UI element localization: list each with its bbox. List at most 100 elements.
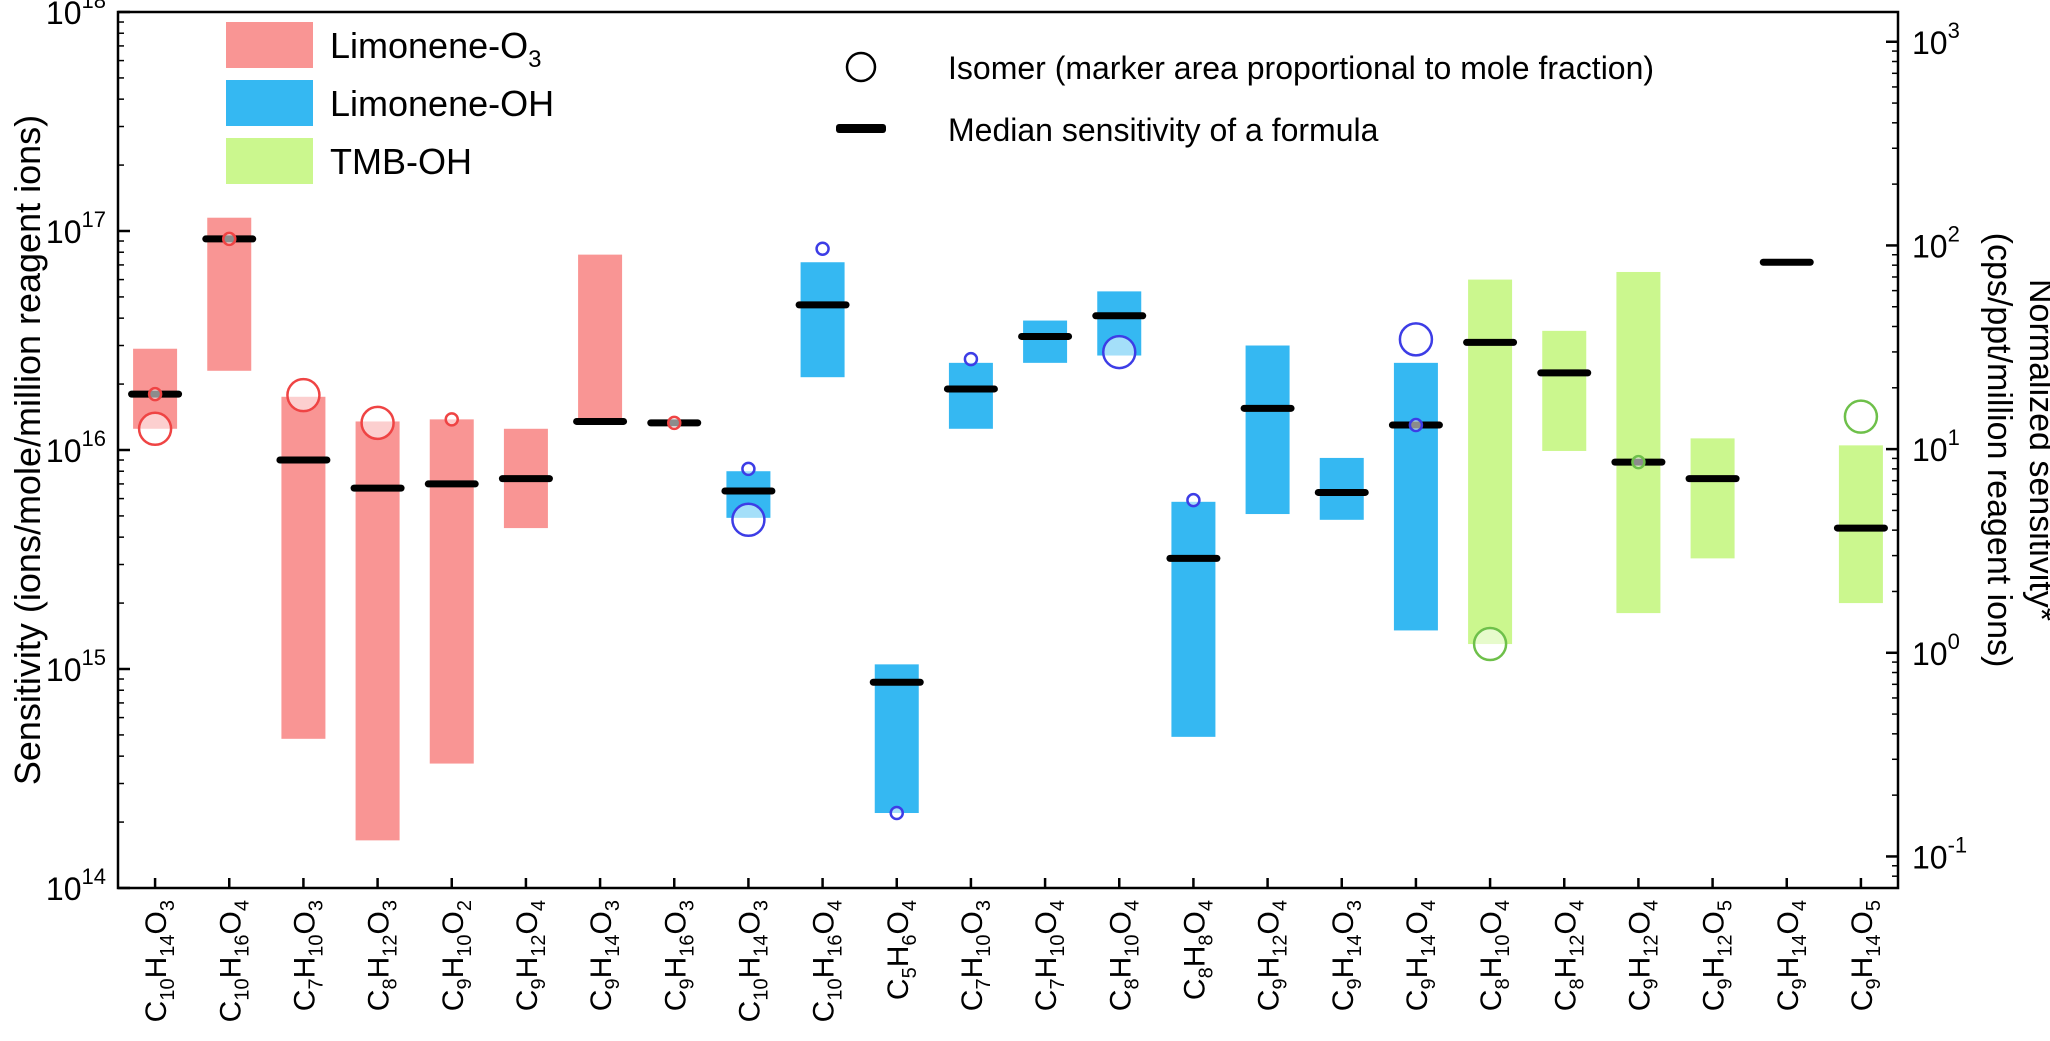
y-tick-label: 1014 — [46, 864, 106, 907]
isomer-marker — [731, 502, 766, 538]
median-marker — [276, 456, 331, 464]
x-tick-label: C7​H10​O3​ — [956, 900, 995, 1011]
median-marker — [1240, 404, 1295, 412]
isomer-marker — [222, 231, 237, 247]
isomer-marker — [741, 461, 756, 477]
x-tick-label: C8​H12​O3​ — [363, 900, 402, 1011]
isomer-marker — [360, 405, 395, 441]
y-tick-label: 1015 — [46, 645, 106, 688]
x-tick-label: C9​H10​O2​ — [437, 900, 476, 1011]
x-tick-label: C8​H12​O4​ — [1549, 900, 1588, 1011]
isomer-marker — [137, 411, 173, 447]
legend-isomer-symbol — [845, 51, 877, 83]
y2-axis-label-line2: (cps/ppt/million reagent ions) — [1980, 233, 2018, 668]
y2-tick-label: 100 — [1912, 629, 1960, 672]
isomer-marker — [815, 241, 830, 256]
median-marker — [943, 385, 998, 393]
range-bar — [1616, 271, 1661, 614]
range-bar — [281, 396, 326, 739]
x-tick-label: C9​H16​O3​ — [659, 900, 698, 1011]
legend-swatch — [226, 22, 313, 68]
isomer-marker — [286, 377, 321, 413]
isomer-marker — [1398, 322, 1434, 357]
isomer-marker — [1408, 417, 1424, 433]
range-bar — [1468, 279, 1513, 645]
range-bar — [578, 254, 623, 422]
x-tick-label: C9​H14​O4​ — [1401, 900, 1440, 1011]
y2-tick-label: 102 — [1912, 221, 1960, 264]
legend-swatch — [226, 80, 313, 126]
isomer-marker — [1102, 334, 1137, 370]
y2-tick-label: 10-1 — [1912, 832, 1967, 875]
range-bar — [800, 262, 845, 378]
median-marker — [1537, 369, 1592, 377]
legend-isomer-label: Isomer (marker area proportional to mole… — [948, 50, 1654, 86]
median-marker — [1759, 258, 1814, 266]
y-tick-label: 1017 — [46, 207, 106, 250]
y2-axis-label-line1: Normalized sensitivity* — [2022, 279, 2050, 621]
y-tick-label: 1018 — [46, 0, 106, 31]
median-marker — [573, 417, 628, 425]
median-marker — [350, 484, 405, 492]
isomer-marker — [444, 412, 459, 427]
legend-label: TMB-OH — [330, 141, 472, 182]
isomer-marker — [889, 805, 904, 821]
median-marker — [1833, 524, 1888, 532]
range-bar — [1023, 320, 1068, 363]
median-marker — [721, 487, 776, 495]
x-tick-label: C9​H12​O4​ — [1253, 900, 1292, 1011]
median-marker — [424, 480, 479, 488]
legend-label: Limonene-OH — [330, 83, 554, 124]
median-marker — [1166, 554, 1221, 562]
isomer-marker — [147, 386, 163, 402]
isomer-marker — [1472, 626, 1508, 662]
x-axis: C10​H14​O3​ C10​H16​O4​ C7​H10​O3​ C8​H12​O… — [140, 878, 1885, 1022]
range-bar — [1171, 501, 1216, 737]
isomer-marker — [1186, 492, 1201, 508]
median-marker — [498, 475, 553, 483]
median-marker — [1092, 312, 1147, 320]
x-tick-label: C10​H16​O4​ — [214, 900, 253, 1022]
range-bar — [1319, 457, 1364, 520]
range-bar — [948, 362, 993, 429]
x-tick-label: C9​H12​O5​ — [1698, 900, 1737, 1011]
y-tick-label: 1016 — [46, 426, 106, 469]
left-y-axis: 1014 1015 1016 1017 1018 — [46, 0, 130, 907]
legend-median-symbol — [836, 124, 886, 133]
x-tick-label: C8​H10​O4​ — [1104, 900, 1143, 1011]
isomer-marker — [1843, 399, 1879, 434]
median-marker — [1314, 488, 1369, 496]
x-tick-label: C9​H12​O4​ — [1623, 900, 1662, 1011]
x-tick-label: C9​H14​O3​ — [585, 900, 624, 1011]
y-axis-label: Sensitivity (ions/mole/million reagent i… — [7, 115, 48, 785]
legend-median-label: Median sensitivity of a formula — [948, 112, 1379, 148]
isomer-marker — [963, 351, 979, 367]
x-tick-label: C5​H6​O4​ — [882, 900, 921, 1000]
legend: Limonene-O3 Limonene-OH TMB-OH Isomer (mark… — [226, 22, 1654, 184]
range-bar — [1245, 345, 1290, 515]
range-bar — [874, 664, 919, 814]
range-bar — [1690, 438, 1735, 559]
isomers-layer — [137, 231, 1879, 821]
median-marker — [1685, 475, 1740, 483]
x-tick-label: C10​H14​O3​ — [733, 900, 772, 1022]
x-tick-label: C9​H14​O5​ — [1846, 900, 1885, 1011]
legend-label: Limonene-O3 — [330, 25, 541, 73]
bars-layer — [133, 217, 1883, 841]
range-bar — [1838, 445, 1883, 604]
median-marker — [1463, 338, 1518, 346]
x-tick-label: C7​H10​O4​ — [1030, 900, 1069, 1011]
right-y-axis: 10-1 100 101 102 103 — [1886, 18, 1967, 877]
x-tick-label: C10​H16​O4​ — [808, 900, 847, 1022]
range-bar — [355, 421, 400, 841]
y2-tick-label: 101 — [1912, 425, 1960, 468]
x-tick-label: C7​H10​O3​ — [288, 900, 327, 1011]
isomer-marker — [1631, 454, 1646, 470]
range-bar — [429, 419, 474, 764]
range-bar — [1542, 330, 1587, 451]
x-tick-label: C8​H8​O4​ — [1178, 900, 1217, 1000]
isomer-marker — [667, 415, 682, 431]
x-tick-label: C8​H10​O4​ — [1475, 900, 1514, 1011]
y2-tick-label: 103 — [1912, 18, 1960, 61]
